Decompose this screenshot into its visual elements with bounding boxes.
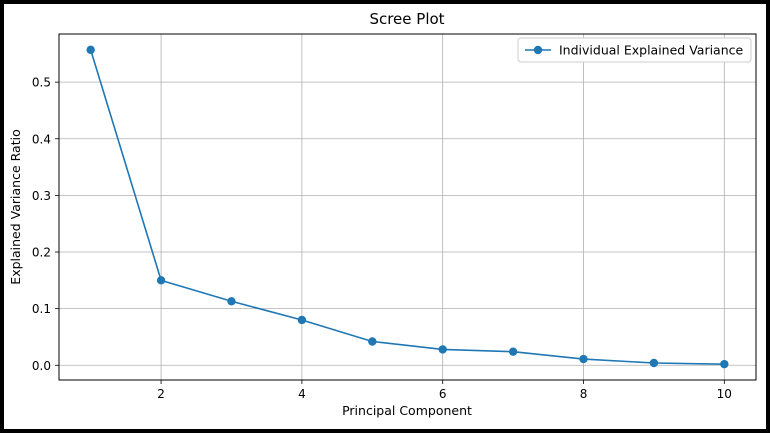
data-point bbox=[227, 297, 236, 306]
data-point bbox=[649, 358, 659, 368]
chart-figure: 2 4 6 8 10 0.0 0.1 0.2 0.3 0.4 0.5 Scree Plot Pri… bbox=[4, 4, 766, 429]
data-point bbox=[438, 345, 447, 354]
x-tick-label: 6 bbox=[439, 387, 447, 401]
scree-plot-chart: 2 4 6 8 10 0.0 0.1 0.2 0.3 0.4 0.5 Scree Plot Pri… bbox=[8, 10, 757, 418]
y-tick-label: 0.2 bbox=[32, 246, 51, 260]
data-point bbox=[156, 276, 166, 285]
data-point bbox=[508, 347, 518, 356]
data-point bbox=[297, 315, 307, 325]
series-line bbox=[89, 49, 725, 365]
x-tick-label: 8 bbox=[580, 387, 588, 401]
x-axis-ticks: 2 4 6 8 10 bbox=[157, 380, 732, 401]
x-axis-title: Principal Component bbox=[342, 403, 472, 418]
y-tick-label: 0.5 bbox=[32, 76, 51, 90]
y-tick-label: 0.0 bbox=[32, 359, 51, 373]
data-point bbox=[86, 45, 95, 55]
chart-title: Scree Plot bbox=[369, 10, 444, 28]
y-tick-label: 0.1 bbox=[32, 302, 51, 316]
legend-label: Individual Explained Variance bbox=[559, 43, 744, 58]
x-tick-label: 2 bbox=[157, 387, 165, 401]
y-axis-title: Explained Variance Ratio bbox=[8, 129, 23, 284]
legend-marker-swatch bbox=[533, 45, 543, 55]
plot-area-frame bbox=[58, 33, 757, 381]
y-tick-label: 0.3 bbox=[32, 189, 51, 203]
legend: Individual Explained Variance bbox=[517, 37, 752, 63]
y-axis-ticks: 0.0 0.1 0.2 0.3 0.4 0.5 bbox=[32, 76, 59, 373]
x-tick-label: 4 bbox=[298, 387, 306, 401]
data-point bbox=[579, 354, 588, 364]
data-point bbox=[368, 337, 377, 346]
x-tick-label: 10 bbox=[717, 387, 732, 401]
data-series bbox=[86, 45, 729, 369]
data-point bbox=[720, 359, 729, 369]
legend-box bbox=[517, 37, 752, 63]
grid-lines bbox=[59, 34, 756, 380]
y-tick-label: 0.4 bbox=[32, 132, 51, 146]
